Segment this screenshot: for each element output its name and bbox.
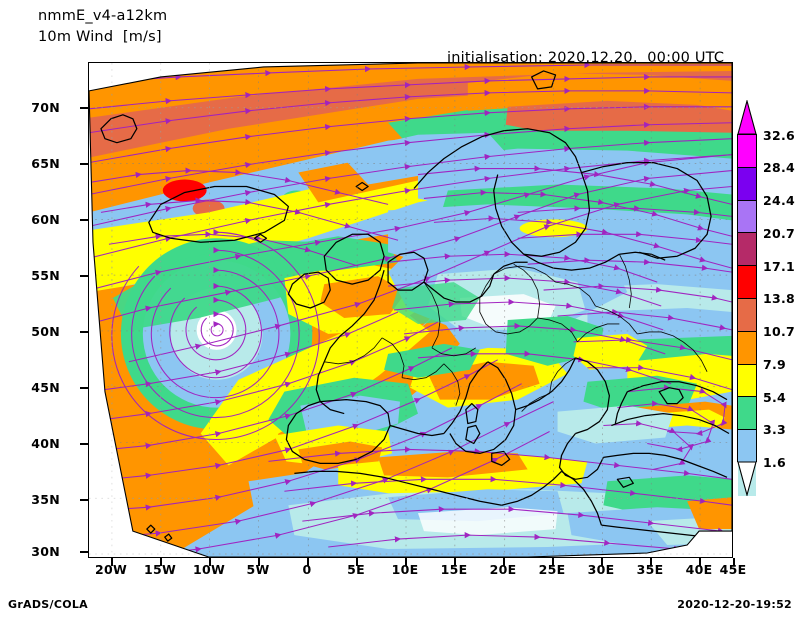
xtick-mark bbox=[111, 558, 113, 566]
model-title: nmmE_v4-a12km bbox=[38, 8, 168, 24]
map-plot-area[interactable] bbox=[88, 62, 733, 558]
ytick-label-50n: 50N bbox=[31, 324, 60, 339]
ytick-label-55n: 55N bbox=[31, 268, 60, 283]
cb-label-10-7: 10.7 bbox=[763, 324, 796, 339]
xtick-label-20e: 20E bbox=[489, 562, 517, 577]
xtick-label-15w: 15W bbox=[143, 562, 177, 577]
xtick-label-45e: 45E bbox=[719, 562, 747, 577]
xtick-label-35e: 35E bbox=[636, 562, 664, 577]
xtick-label-10e: 10E bbox=[391, 562, 419, 577]
cb-band-7 bbox=[738, 364, 756, 398]
cb-band-2 bbox=[738, 200, 756, 234]
generated-label: 2020-12-20-19:52 bbox=[677, 598, 792, 611]
cb-label-24-4: 24.4 bbox=[763, 193, 796, 208]
cb-label-5-4: 5.4 bbox=[763, 390, 787, 405]
ytick-mark bbox=[80, 551, 88, 553]
xtick-mark bbox=[209, 558, 211, 566]
xtick-label-5w: 5W bbox=[246, 562, 270, 577]
header-left-block: nmmE_v4-a12km 10m Wind [m/s] bbox=[38, 6, 167, 48]
cb-band-4 bbox=[738, 266, 756, 299]
ytick-mark bbox=[80, 163, 88, 165]
ytick-label-70n: 70N bbox=[31, 100, 60, 115]
cb-label-32-6: 32.6 bbox=[763, 128, 796, 143]
xtick-mark bbox=[601, 558, 603, 566]
cb-label-28-4: 28.4 bbox=[763, 160, 796, 175]
xtick-label-15e: 15E bbox=[440, 562, 468, 577]
cb-label-1-6: 1.6 bbox=[763, 455, 787, 470]
ytick-mark bbox=[80, 331, 88, 333]
xtick-mark bbox=[405, 558, 407, 566]
ytick-label-65n: 65N bbox=[31, 156, 60, 171]
colorbar[interactable]: 32.6 28.4 24.4 20.7 17.1 13.8 10.7 7.9 5… bbox=[737, 100, 795, 496]
xtick-mark bbox=[160, 558, 162, 566]
xtick-mark bbox=[454, 558, 456, 566]
xtick-label-20w: 20W bbox=[94, 562, 128, 577]
ytick-label-60n: 60N bbox=[31, 212, 60, 227]
cb-band-3 bbox=[738, 233, 756, 267]
xtick-mark bbox=[356, 558, 358, 566]
cb-label-13-8: 13.8 bbox=[763, 291, 796, 306]
ytick-mark bbox=[80, 219, 88, 221]
colorbar-bands bbox=[737, 134, 757, 496]
field-title: 10m Wind [m/s] bbox=[38, 29, 162, 45]
ytick-mark bbox=[80, 107, 88, 109]
cb-label-7-9: 7.9 bbox=[763, 357, 787, 372]
xtick-mark bbox=[258, 558, 260, 566]
ytick-label-40n: 40N bbox=[31, 436, 60, 451]
cb-band-6 bbox=[738, 331, 756, 365]
cb-band-9 bbox=[738, 430, 756, 463]
xtick-mark bbox=[699, 558, 701, 566]
cb-band-0 bbox=[738, 135, 756, 168]
cb-label-17-1: 17.1 bbox=[763, 259, 796, 274]
producer-label: GrADS/COLA bbox=[8, 598, 88, 611]
xtick-label-10w: 10W bbox=[192, 562, 226, 577]
xtick-mark bbox=[307, 558, 309, 566]
colorbar-bottom-arrow-icon bbox=[737, 461, 757, 496]
cb-band-1 bbox=[738, 167, 756, 201]
xtick-label-0: 0 bbox=[302, 562, 312, 577]
ytick-mark bbox=[80, 387, 88, 389]
xtick-mark bbox=[503, 558, 505, 566]
ytick-label-45n: 45N bbox=[31, 380, 60, 395]
ytick-label-30n: 30N bbox=[31, 544, 60, 559]
xtick-label-40e: 40E bbox=[685, 562, 713, 577]
xtick-label-30e: 30E bbox=[587, 562, 615, 577]
cb-label-20-7: 20.7 bbox=[763, 226, 796, 241]
cb-label-3-3: 3.3 bbox=[763, 422, 787, 437]
cb-band-5 bbox=[738, 298, 756, 332]
colorbar-top-arrow-icon bbox=[737, 100, 757, 135]
xtick-mark bbox=[733, 558, 735, 566]
xtick-label-5e: 5E bbox=[347, 562, 365, 577]
ytick-mark bbox=[80, 499, 88, 501]
cb-band-8 bbox=[738, 397, 756, 431]
xtick-mark bbox=[650, 558, 652, 566]
xtick-label-25e: 25E bbox=[538, 562, 566, 577]
wind-speed-map bbox=[89, 63, 732, 557]
xtick-mark bbox=[552, 558, 554, 566]
ytick-label-35n: 35N bbox=[31, 492, 60, 507]
ytick-mark bbox=[80, 275, 88, 277]
ytick-mark bbox=[80, 443, 88, 445]
